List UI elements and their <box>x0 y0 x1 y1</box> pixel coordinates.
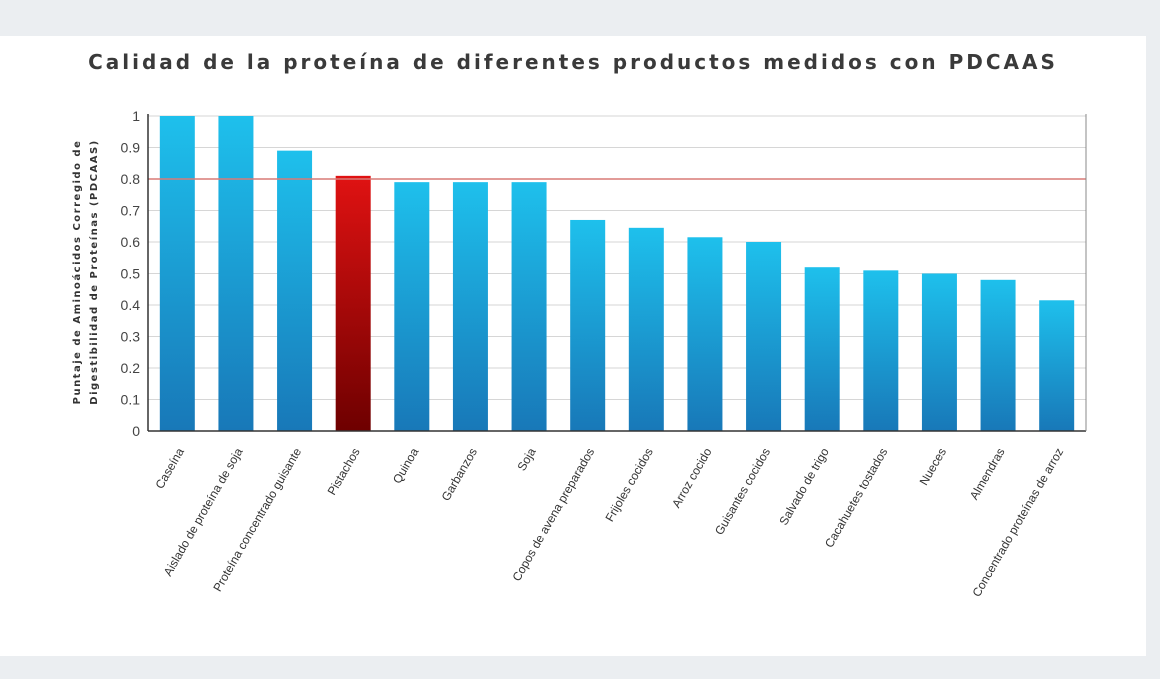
bar <box>570 219 606 431</box>
bar <box>218 116 254 431</box>
y-tick-label: 0.4 <box>121 297 141 313</box>
y-tick-label: 0.6 <box>121 234 141 250</box>
bar <box>452 182 488 431</box>
y-tick-label: 0 <box>132 423 140 439</box>
chart-title: Calidad de la proteína de diferentes pro… <box>88 50 1058 74</box>
x-tick-label: Arroz cocido <box>669 445 715 510</box>
bar <box>394 182 430 431</box>
x-tick-label: Pistachos <box>325 446 363 498</box>
bar <box>1039 300 1075 431</box>
bar <box>159 116 195 431</box>
y-tick-label: 0.5 <box>121 266 141 282</box>
bar <box>628 227 664 431</box>
y-tick-label: 0.8 <box>121 171 141 187</box>
bar <box>687 237 723 431</box>
y-tick-label: 0.7 <box>121 203 141 219</box>
x-tick-label: Quinoa <box>390 445 422 486</box>
y-tick-label: 0.9 <box>121 140 141 156</box>
bar <box>746 242 782 431</box>
x-tick-label: Almendras <box>967 446 1008 503</box>
bar <box>921 273 957 431</box>
x-tick-label: Cacahuetes tostados <box>822 446 890 551</box>
x-tick-label: Nueces <box>917 446 949 488</box>
bar <box>511 182 547 431</box>
x-tick-label: Soja <box>515 445 539 473</box>
x-tick-label: Guisantes cocidos <box>712 446 773 538</box>
y-tick-label: 1 <box>132 108 140 124</box>
x-tick-label: Frijoles cocidos <box>602 446 655 525</box>
bar <box>863 270 899 431</box>
bar <box>980 279 1016 431</box>
x-tick-label: Salvado de trigo <box>776 445 832 527</box>
y-tick-label: 0.1 <box>121 392 141 408</box>
bar <box>804 267 840 431</box>
x-tick-label: Caseína <box>152 445 187 491</box>
bar <box>335 175 371 431</box>
bar <box>277 150 313 431</box>
y-tick-label: 0.2 <box>121 360 141 376</box>
x-tick-label: Garbanzos <box>439 446 480 504</box>
y-tick-label: 0.3 <box>121 329 141 345</box>
